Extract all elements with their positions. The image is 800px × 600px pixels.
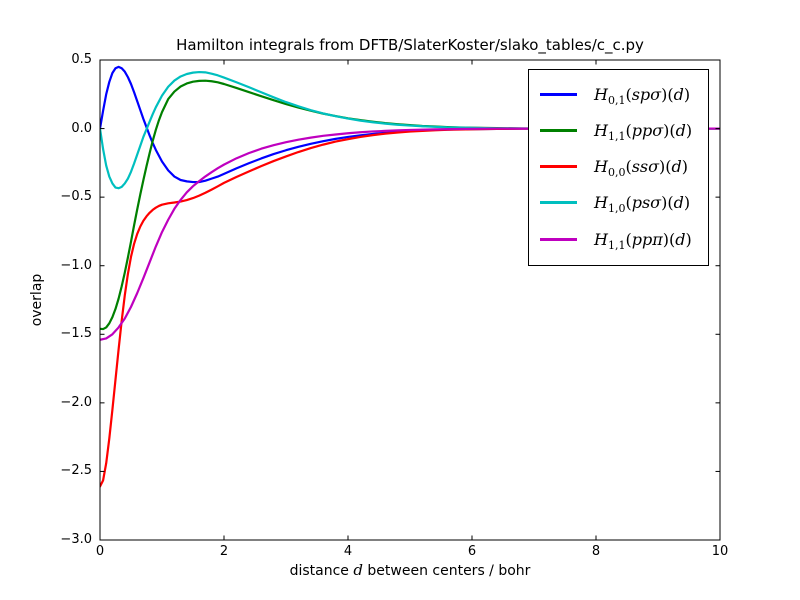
x-tick-label: 2 bbox=[219, 544, 229, 559]
axes-border bbox=[99, 59, 721, 541]
series-curve-4 bbox=[100, 70, 720, 190]
y-tick-label: −1.0 bbox=[60, 257, 92, 273]
legend-entry: H1,0(psσ)(d) bbox=[529, 185, 708, 221]
chart-title: Hamilton integrals from DFTB/SlaterKoste… bbox=[176, 36, 644, 54]
x-axis-label-var: d bbox=[353, 561, 363, 579]
x-tick-label: 6 bbox=[467, 544, 477, 559]
legend-entry: H0,1(spσ)(d) bbox=[529, 76, 708, 112]
x-tick-label: 8 bbox=[591, 544, 601, 559]
legend-label: H0,1(spσ)(d) bbox=[594, 84, 691, 107]
y-tick-label: −2.0 bbox=[60, 394, 92, 410]
legend-line-swatch bbox=[540, 165, 577, 168]
y-tick-label: −1.5 bbox=[60, 326, 92, 342]
y-tick-label: −3.0 bbox=[60, 532, 92, 547]
x-axis-label-pre: distance bbox=[289, 563, 349, 579]
x-tick-label: 10 bbox=[711, 544, 729, 559]
legend-line-swatch bbox=[540, 201, 577, 205]
legend: H0,1(spσ)(d) H1,1(ppσ)(d) H0,0(ssσ)(d) H1,0… bbox=[528, 69, 709, 266]
x-axis-label-post: between centers / bohr bbox=[367, 563, 531, 579]
legend-label: H1,0(psσ)(d) bbox=[594, 193, 691, 216]
x-axis-label: distance d between centers / bohr bbox=[100, 561, 720, 579]
y-axis-label: overlap bbox=[29, 273, 45, 327]
y-tick-label: 0.0 bbox=[71, 120, 92, 136]
legend-entry: H1,1(ppπ)(d) bbox=[529, 221, 708, 257]
series-curve-3 bbox=[100, 127, 720, 488]
series-curve-5 bbox=[100, 127, 720, 341]
legend-label: H1,1(ppσ)(d) bbox=[594, 120, 693, 143]
x-tick-label: 4 bbox=[343, 544, 353, 559]
legend-label: H1,1(ppπ)(d) bbox=[594, 229, 692, 252]
x-tick-label: 0 bbox=[95, 544, 105, 559]
y-tick-label: 0.5 bbox=[71, 52, 92, 67]
legend-line-swatch bbox=[540, 92, 577, 96]
y-tick-label: −2.5 bbox=[60, 463, 92, 479]
legend-entry: H1,1(ppσ)(d) bbox=[529, 112, 708, 148]
legend-label: H0,0(ssσ)(d) bbox=[594, 157, 689, 180]
y-tick-label: −0.5 bbox=[60, 189, 92, 205]
legend-line-swatch bbox=[540, 237, 577, 241]
legend-line-swatch bbox=[540, 128, 577, 132]
legend-entry: H0,0(ssσ)(d) bbox=[529, 149, 708, 185]
